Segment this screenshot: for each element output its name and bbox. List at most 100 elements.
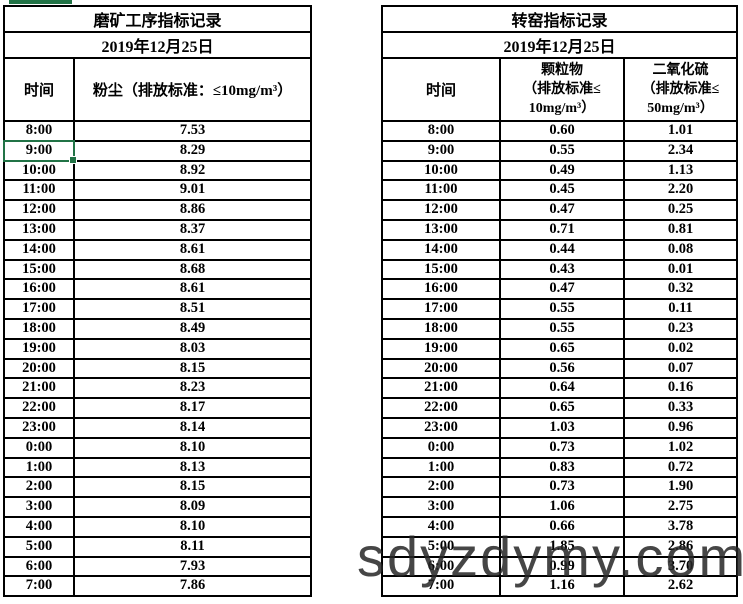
time-cell[interactable]: 20:00 <box>381 357 501 380</box>
time-cell[interactable]: 5:00 <box>3 535 75 558</box>
time-cell[interactable]: 15:00 <box>381 258 501 281</box>
pm-value-cell[interactable]: 1.16 <box>499 575 625 598</box>
time-cell[interactable]: 8:00 <box>381 120 501 142</box>
so2-value-cell[interactable]: 0.07 <box>622 357 739 380</box>
time-cell[interactable]: 18:00 <box>381 317 501 340</box>
time-cell[interactable]: 12:00 <box>381 199 501 221</box>
dust-value-cell[interactable]: 9.01 <box>72 179 313 202</box>
so2-value-cell[interactable]: 1.01 <box>622 120 739 142</box>
left-table-title[interactable]: 磨矿工序指标记录 <box>2 5 313 33</box>
pm-value-cell[interactable]: 0.71 <box>499 218 625 241</box>
so2-value-cell[interactable]: 0.02 <box>622 337 739 360</box>
so2-value-cell[interactable]: 2.62 <box>622 575 739 598</box>
so2-value-cell[interactable]: 1.02 <box>622 436 739 459</box>
left-table-date[interactable]: 2019年12月25日 <box>2 31 313 59</box>
right-table-title[interactable]: 转窑指标记录 <box>380 5 739 33</box>
so2-value-cell[interactable]: 0.01 <box>622 258 739 281</box>
dust-value-cell[interactable]: 8.29 <box>72 139 313 162</box>
dust-value-cell[interactable]: 8.15 <box>72 476 313 499</box>
time-cell[interactable]: 21:00 <box>381 377 501 400</box>
time-cell[interactable]: 15:00 <box>3 258 75 281</box>
time-cell[interactable]: 7:00 <box>3 575 75 598</box>
dust-value-cell[interactable]: 7.53 <box>72 120 313 142</box>
so2-value-cell[interactable]: 3.70 <box>622 555 739 578</box>
dust-value-cell[interactable]: 8.61 <box>72 278 313 301</box>
dust-value-cell[interactable]: 8.68 <box>72 258 313 281</box>
time-cell[interactable]: 14:00 <box>381 238 501 261</box>
time-cell[interactable]: 5:00 <box>381 535 501 558</box>
time-cell[interactable]: 1:00 <box>381 456 501 479</box>
dust-column-header[interactable]: 粉尘（排放标准：≤10mg/m³） <box>72 57 313 122</box>
time-cell[interactable]: 6:00 <box>3 555 75 578</box>
time-cell[interactable]: 19:00 <box>381 337 501 360</box>
time-cell[interactable]: 16:00 <box>381 278 501 301</box>
pm-value-cell[interactable]: 0.60 <box>499 120 625 142</box>
so2-value-cell[interactable]: 3.78 <box>622 515 739 538</box>
so2-value-cell[interactable]: 0.16 <box>622 377 739 400</box>
time-cell[interactable]: 13:00 <box>3 218 75 241</box>
so2-value-cell[interactable]: 0.23 <box>622 317 739 340</box>
so2-value-cell[interactable]: 0.96 <box>622 416 739 439</box>
pm-value-cell[interactable]: 0.73 <box>499 436 625 459</box>
time-cell[interactable]: 11:00 <box>381 179 501 202</box>
so2-value-cell[interactable]: 1.90 <box>622 476 739 499</box>
pm-value-cell[interactable]: 0.65 <box>499 337 625 360</box>
dust-value-cell[interactable]: 8.10 <box>72 515 313 538</box>
pm-value-cell[interactable]: 0.99 <box>499 555 625 578</box>
time-cell[interactable]: 0:00 <box>381 436 501 459</box>
dust-value-cell[interactable]: 8.23 <box>72 377 313 400</box>
dust-value-cell[interactable]: 8.13 <box>72 456 313 479</box>
time-cell[interactable]: 23:00 <box>3 416 75 439</box>
pm-value-cell[interactable]: 0.47 <box>499 278 625 301</box>
so2-value-cell[interactable]: 0.08 <box>622 238 739 261</box>
dust-value-cell[interactable]: 8.17 <box>72 397 313 419</box>
so2-column-header[interactable]: 二氧化硫 （排放标准≤ 50mg/m³） <box>622 57 739 122</box>
time-cell[interactable]: 10:00 <box>3 159 75 182</box>
pm-value-cell[interactable]: 0.45 <box>499 179 625 202</box>
so2-value-cell[interactable]: 2.34 <box>622 139 739 162</box>
time-cell[interactable]: 1:00 <box>3 456 75 479</box>
time-cell[interactable]: 13:00 <box>381 218 501 241</box>
dust-value-cell[interactable]: 8.51 <box>72 298 313 320</box>
dust-value-cell[interactable]: 8.49 <box>72 317 313 340</box>
so2-value-cell[interactable]: 0.32 <box>622 278 739 301</box>
pm-value-cell[interactable]: 1.06 <box>499 496 625 518</box>
time-cell[interactable]: 16:00 <box>3 278 75 301</box>
time-cell[interactable]: 2:00 <box>381 476 501 499</box>
dust-value-cell[interactable]: 8.03 <box>72 337 313 360</box>
so2-value-cell[interactable]: 2.86 <box>622 535 739 558</box>
time-cell[interactable]: 11:00 <box>3 179 75 202</box>
right-table-date[interactable]: 2019年12月25日 <box>380 31 739 59</box>
pm-value-cell[interactable]: 0.43 <box>499 258 625 281</box>
pm-value-cell[interactable]: 1.85 <box>499 535 625 558</box>
time-cell[interactable]: 19:00 <box>3 337 75 360</box>
dust-value-cell[interactable]: 8.92 <box>72 159 313 182</box>
time-cell[interactable]: 20:00 <box>3 357 75 380</box>
pm-value-cell[interactable]: 0.65 <box>499 397 625 419</box>
so2-value-cell[interactable]: 0.33 <box>622 397 739 419</box>
time-cell[interactable]: 2:00 <box>3 476 75 499</box>
pm-value-cell[interactable]: 0.49 <box>499 159 625 182</box>
pm-value-cell[interactable]: 0.83 <box>499 456 625 479</box>
time-cell[interactable]: 17:00 <box>381 298 501 320</box>
pm-value-cell[interactable]: 0.73 <box>499 476 625 499</box>
pm-value-cell[interactable]: 0.47 <box>499 199 625 221</box>
dust-value-cell[interactable]: 8.37 <box>72 218 313 241</box>
time-cell[interactable]: 4:00 <box>381 515 501 538</box>
dust-value-cell[interactable]: 8.11 <box>72 535 313 558</box>
pm-value-cell[interactable]: 0.55 <box>499 139 625 162</box>
pm-value-cell[interactable]: 0.56 <box>499 357 625 380</box>
particulate-column-header[interactable]: 颗粒物 （排放标准≤ 10mg/m³） <box>499 57 625 122</box>
dust-value-cell[interactable]: 8.15 <box>72 357 313 380</box>
dust-value-cell[interactable]: 8.61 <box>72 238 313 261</box>
time-cell[interactable]: 4:00 <box>3 515 75 538</box>
dust-value-cell[interactable]: 7.86 <box>72 575 313 598</box>
pm-value-cell[interactable]: 1.03 <box>499 416 625 439</box>
so2-value-cell[interactable]: 2.75 <box>622 496 739 518</box>
so2-value-cell[interactable]: 0.72 <box>622 456 739 479</box>
pm-value-cell[interactable]: 0.44 <box>499 238 625 261</box>
pm-value-cell[interactable]: 0.55 <box>499 298 625 320</box>
right-time-column-header[interactable]: 时间 <box>381 57 501 122</box>
so2-value-cell[interactable]: 0.11 <box>622 298 739 320</box>
time-cell[interactable]: 0:00 <box>3 436 75 459</box>
